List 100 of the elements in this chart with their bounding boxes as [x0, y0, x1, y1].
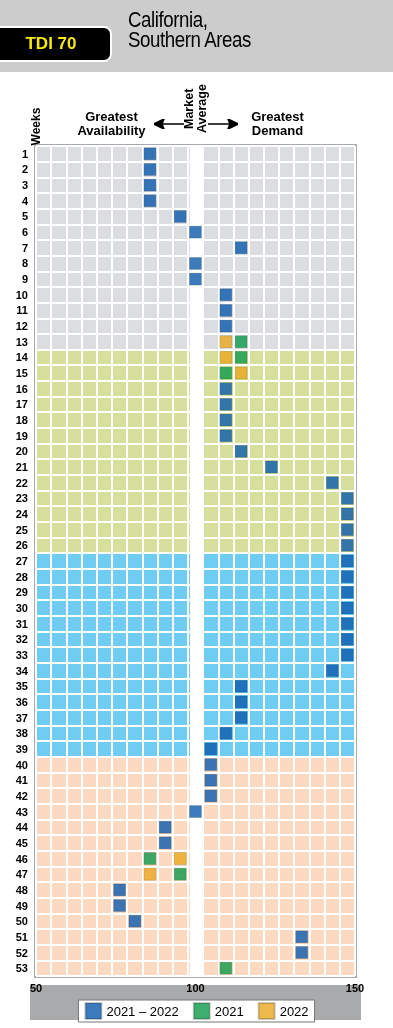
point: [234, 351, 248, 364]
y-tick-label: 49: [15, 899, 28, 912]
point: [219, 351, 233, 364]
point: [341, 617, 354, 630]
point: [341, 492, 354, 505]
y-tick-label: 50: [15, 915, 28, 928]
legend-label: 2022: [279, 1003, 309, 1019]
point: [341, 539, 354, 552]
text: Greatest Availability: [76, 109, 147, 138]
y-tick-label: 47: [15, 868, 28, 881]
point: [295, 946, 309, 959]
y-tick-label: 38: [15, 727, 28, 740]
y-tick-label: 43: [15, 805, 28, 818]
point: [219, 961, 233, 975]
y-tick-label: 25: [15, 523, 28, 536]
y-tick-label: 1: [21, 147, 28, 160]
y-tick-label: 26: [15, 539, 28, 552]
legend-label: 2021: [214, 1003, 244, 1019]
y-tick-label: 24: [15, 508, 29, 521]
point: [234, 366, 248, 380]
point: [189, 272, 202, 286]
y-tick-label: 18: [15, 414, 28, 427]
point: [234, 695, 248, 709]
y-tick-label: 17: [15, 398, 28, 411]
point: [143, 867, 157, 881]
y-tick-label: 34: [15, 664, 29, 677]
point: [265, 460, 278, 474]
point: [158, 820, 172, 834]
text: Greatest Demand: [250, 109, 305, 138]
y-tick-label: 36: [15, 695, 28, 708]
y-tick-label: 11: [16, 304, 28, 317]
point: [219, 429, 233, 443]
y-tick-label: 22: [15, 476, 28, 489]
point: [219, 726, 233, 740]
y-tick-label: 7: [21, 241, 28, 254]
y-tick-label: 29: [15, 586, 28, 599]
y-tick-label: 13: [15, 335, 28, 348]
point: [234, 711, 248, 724]
point: [341, 570, 354, 583]
point: [341, 601, 354, 615]
legend-label: 2021 – 2022: [106, 1003, 179, 1019]
point: [173, 867, 187, 881]
point: [204, 742, 218, 756]
point: [341, 586, 354, 599]
y-tick-label: 21: [15, 461, 28, 474]
y-tick-label: 19: [15, 429, 28, 442]
point: [234, 241, 248, 255]
point: [219, 319, 233, 333]
y-tick-label: 53: [15, 962, 28, 975]
point: [234, 335, 248, 349]
y-tick-label: 9: [21, 273, 28, 286]
y-tick-label: 45: [15, 836, 28, 849]
y-tick-label: 39: [15, 742, 28, 755]
point: [143, 178, 157, 192]
y-tick-label: 23: [15, 492, 28, 505]
x-tick-label: 100: [186, 981, 205, 994]
chart-subtitle: TDI 70: [0, 26, 112, 62]
point: [189, 225, 202, 239]
point: [341, 633, 354, 646]
point: [326, 476, 339, 489]
point: [219, 398, 233, 411]
y-axis-title: Weeks: [29, 107, 43, 146]
y-tick-label: 44: [15, 821, 29, 834]
y-tick-label: 15: [15, 367, 28, 380]
point: [341, 507, 354, 521]
point: [234, 445, 248, 458]
y-tick-label: 41: [15, 774, 28, 787]
point: [189, 257, 202, 270]
point: [219, 382, 233, 396]
y-tick-label: 32: [15, 633, 28, 646]
point: [326, 664, 339, 677]
point: [143, 852, 157, 865]
y-tick-label: 30: [15, 601, 28, 614]
y-tick-label: 10: [15, 288, 28, 301]
point: [219, 335, 233, 349]
y-tick-label: 40: [15, 758, 28, 771]
point: [113, 883, 126, 897]
point: [295, 930, 309, 944]
y-tick-label: 48: [15, 883, 28, 896]
y-tick-label: 20: [15, 445, 28, 458]
point: [173, 852, 187, 865]
x-tick-label: 150: [345, 981, 365, 994]
y-tick-label: 33: [15, 648, 28, 661]
y-tick-label: 3: [21, 179, 28, 192]
point: [204, 773, 218, 787]
point: [234, 679, 248, 693]
point: [158, 836, 172, 850]
y-tick-label: 16: [15, 382, 28, 395]
y-tick-label: 51: [15, 930, 28, 943]
point: [143, 163, 157, 176]
y-tick-label: 46: [15, 852, 28, 865]
point: [113, 899, 126, 912]
y-tick-label: 14: [15, 351, 29, 364]
point: [204, 789, 218, 803]
point: [341, 523, 354, 536]
point: [219, 366, 233, 380]
point: [219, 413, 233, 427]
y-tick-label: 12: [15, 320, 28, 333]
point: [341, 648, 354, 662]
x-tick-label: 50: [29, 981, 43, 994]
